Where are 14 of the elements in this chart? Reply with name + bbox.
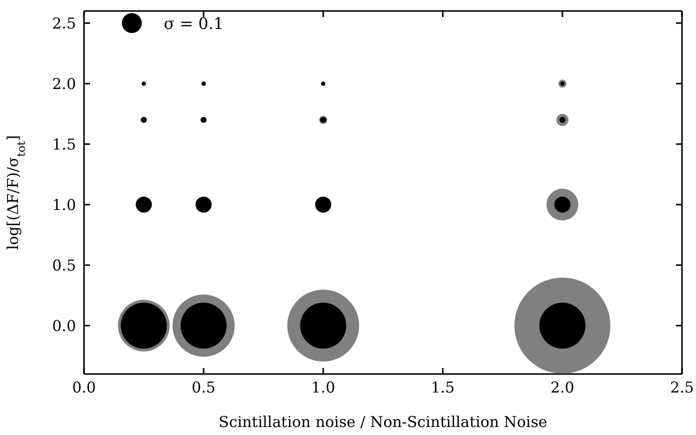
y-tick-label: 1.5 [52,135,76,154]
x-tick-label: 0.5 [192,378,216,397]
y-tick-label: 0.5 [52,256,76,274]
y-tick-label: 1.0 [52,196,76,214]
y-tick-label: 2.5 [52,14,76,32]
x-tick-label: 2.0 [550,378,574,397]
x-tick-label: 0.0 [72,378,96,397]
x-tick-label: 2.5 [670,378,694,397]
x-tick-label: 1.5 [430,378,455,397]
x-tick-label: 1.0 [311,378,336,397]
legend-label: σ = 0.1 [164,14,224,34]
y-tick-label: 0.0 [52,316,76,335]
x-axis-title: Scintillation noise / Non-Scintillation Noise [218,413,548,431]
y-tick-label: 2.0 [52,74,76,93]
